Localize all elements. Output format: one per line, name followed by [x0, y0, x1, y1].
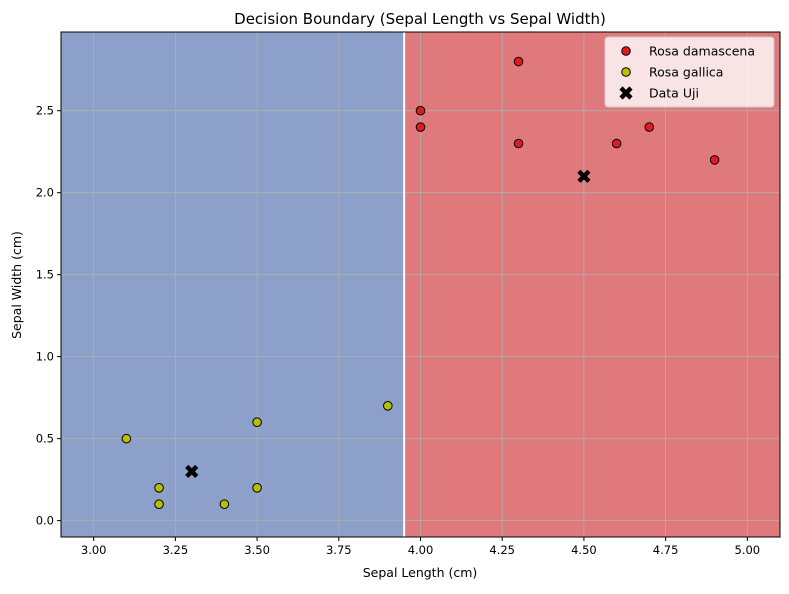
- y-axis-label: Sepal Width (cm): [9, 231, 24, 339]
- data-point: [252, 483, 262, 493]
- x-tick-label: 3.50: [244, 543, 270, 557]
- data-point: [513, 138, 524, 149]
- legend-label: Rosa gallica: [649, 65, 723, 80]
- data-point: [383, 401, 393, 411]
- data-point: [252, 417, 262, 428]
- chart-title: Decision Boundary (Sepal Length vs Sepal…: [234, 10, 606, 28]
- data-point: [154, 499, 164, 510]
- data-point: [121, 433, 132, 444]
- data-point: [611, 138, 622, 149]
- y-tick-label: 2.5: [36, 104, 54, 118]
- data-point: [219, 499, 230, 510]
- legend-marker: [621, 67, 631, 77]
- y-axis-ticks: 0.0 0.5 1.0 1.5 2.0 2.5: [36, 104, 61, 528]
- data-point: [154, 483, 164, 493]
- data-point: [415, 105, 426, 116]
- x-tick-label: 4.00: [408, 543, 434, 557]
- data-points: [121, 56, 720, 510]
- x-tick-label: 3.25: [163, 543, 189, 557]
- x-tick-label: 4.50: [571, 543, 597, 557]
- y-tick-label: 2.0: [36, 186, 54, 200]
- region-left: [61, 32, 405, 537]
- data-point: [644, 122, 655, 132]
- legend-marker: [621, 46, 631, 56]
- legend-label: Rosa damascena: [649, 44, 755, 59]
- y-tick-label: 0.0: [36, 514, 54, 528]
- grid: [61, 32, 780, 537]
- y-tick-label: 1.0: [36, 350, 54, 364]
- decision-regions: [61, 32, 780, 537]
- data-point: [415, 122, 426, 132]
- legend: Rosa damascena Rosa gallica Data Uji: [604, 36, 775, 108]
- x-axis-ticks: 3.00 3.25 3.50 3.75 4.00 4.25 4.50 4.75 5.00: [81, 537, 760, 557]
- x-tick-label: 4.25: [489, 543, 515, 557]
- x-tick-label: 3.00: [81, 543, 107, 557]
- y-tick-label: 1.5: [36, 268, 54, 282]
- test-point-marker: [185, 464, 199, 479]
- x-tick-label: 3.75: [326, 543, 352, 557]
- x-tick-label: 5.00: [735, 543, 761, 557]
- region-right: [404, 32, 780, 537]
- legend-box: [604, 36, 775, 108]
- y-tick-label: 0.5: [36, 432, 54, 446]
- x-axis-label: Sepal Length (cm): [363, 565, 478, 580]
- legend-marker-data-uji: [619, 86, 633, 100]
- data-point: [513, 56, 524, 67]
- test-point-marker: [577, 169, 591, 183]
- legend-label: Data Uji: [649, 86, 699, 101]
- x-tick-label: 4.75: [653, 543, 679, 557]
- data-point: [709, 155, 720, 165]
